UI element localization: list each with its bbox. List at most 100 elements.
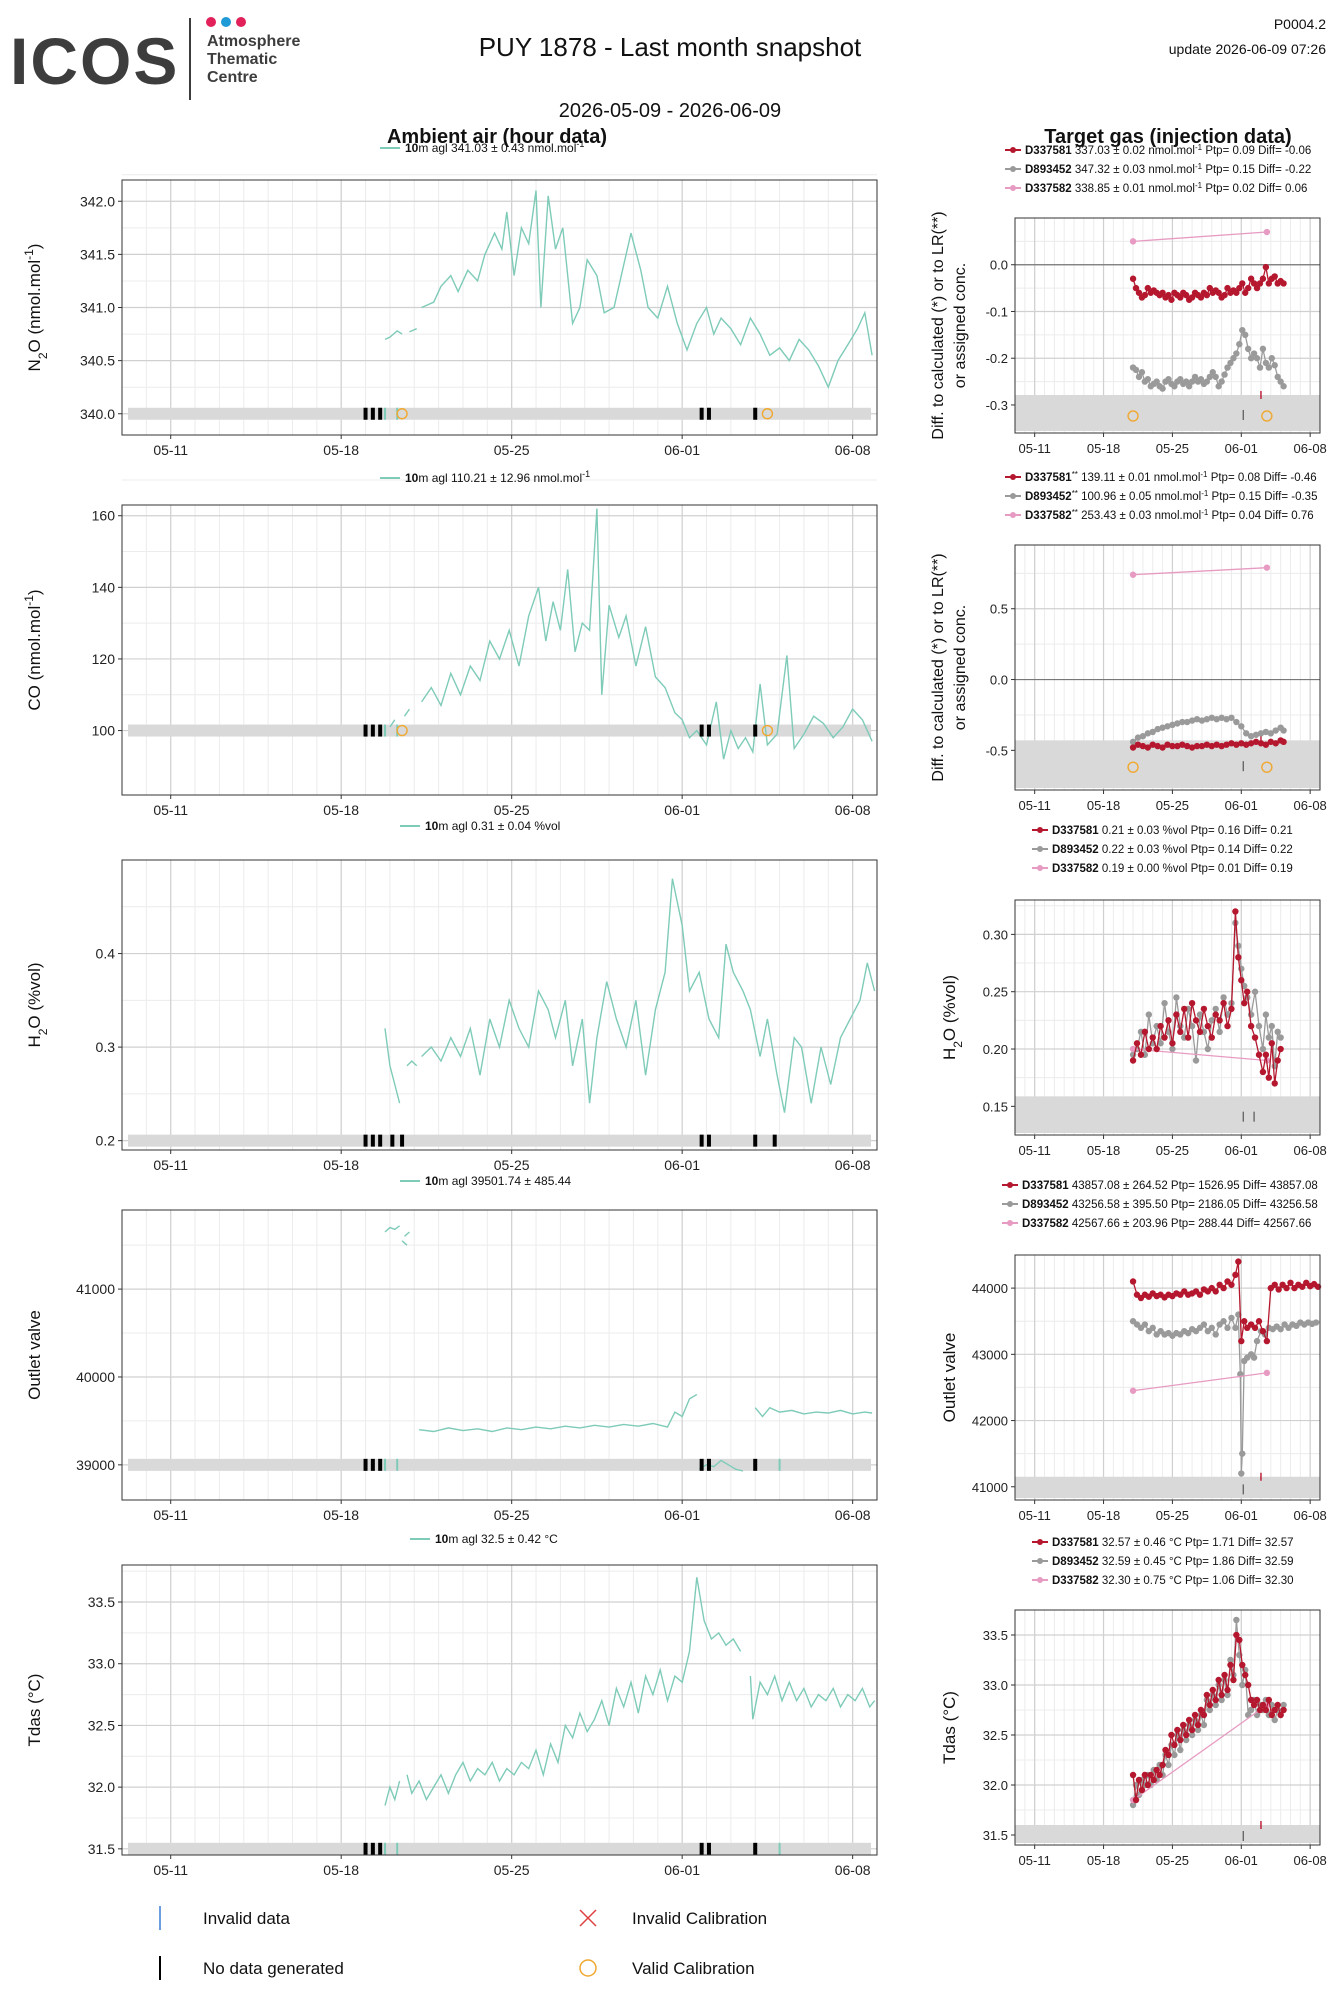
co-ambient-series-line — [421, 508, 873, 760]
tdas-target-series-1-point — [1138, 1786, 1146, 1794]
co-target-series-3-point — [1263, 564, 1271, 571]
h2o-target-series-1-point — [1204, 1022, 1212, 1030]
h2o-target-series-1-point — [1265, 1074, 1273, 1081]
tdas-target-chart: 05-11 05-18 05-25 06-01 06-08 31.5 32.0 32.5 33.… — [940, 1537, 1327, 1868]
h2o-target-series-1-point — [1212, 1011, 1219, 1018]
tdas-target-legend-dot — [1037, 1539, 1043, 1545]
target-stats: Ptp= 1.86 Diff= 32.59 — [1182, 1556, 1294, 1568]
h2o-ambient-xtick-label: 05-18 — [323, 1157, 359, 1173]
co-target-xtick-label: 05-18 — [1087, 798, 1120, 813]
h2o-target-xtick-label: 06-08 — [1294, 1143, 1327, 1158]
tdas-target-series-2-point — [1206, 1706, 1214, 1714]
tdas-target-series-1-point — [1144, 1781, 1152, 1789]
outlet-target-legend-text: D337582 42567.66 ± 203.96 Ptp= 288.44 Di… — [1022, 1218, 1311, 1230]
outlet-target-series-2-point — [1149, 1324, 1156, 1332]
outlet-ambient-xtick-label: 05-18 — [323, 1507, 359, 1523]
h2o-target-xtick-label: 05-25 — [1156, 1143, 1189, 1158]
n2o-target-series-1-point — [1253, 284, 1261, 292]
h2o-target-series-1-point — [1161, 1034, 1168, 1041]
tdas-target-ytick-label: 33.0 — [983, 1678, 1008, 1693]
co-ambient-ytick-label: 160 — [92, 508, 116, 524]
outlet-target-series-1-point — [1212, 1288, 1219, 1295]
n2o-ambient-xtick-label: 05-18 — [323, 442, 359, 458]
outlet-no-data-marker — [753, 1458, 758, 1471]
header: ICOS Atmosphere Thematic Centre PUY 1878… — [10, 16, 1326, 148]
co-target-xtick-label: 05-25 — [1156, 798, 1189, 813]
co-ambient-legend-text: 10m agl 110.21 ± 12.96 nmol.mol-1 — [405, 469, 590, 485]
tdas-target-ytick-label: 31.5 — [983, 1828, 1008, 1843]
h2o-target-legend-dot — [1037, 846, 1043, 852]
tdas-target-series-2-point — [1280, 1701, 1287, 1709]
outlet-target-series-2-point — [1141, 1321, 1149, 1328]
h2o-target-legend-dot — [1037, 865, 1043, 871]
co-target-xtick-label: 06-08 — [1294, 798, 1327, 813]
co-ambient-background — [122, 505, 877, 795]
h2o-target-series-1-point — [1200, 1005, 1208, 1013]
co-ambient-band — [128, 724, 871, 737]
h2o-target-series-2-point — [1192, 1057, 1200, 1064]
co-target-series-2-point — [1267, 730, 1275, 737]
co-target-series-3-point — [1129, 571, 1137, 578]
logo-sub-1: Atmosphere — [207, 33, 300, 50]
target-id: D337581 — [1052, 825, 1099, 837]
tdas-target-series-2-point — [1239, 1681, 1246, 1689]
tdas-target-series-1-point — [1165, 1751, 1172, 1759]
outlet-target-xtick-label: 05-18 — [1087, 1508, 1120, 1523]
h2o-target-series-2-point — [1212, 1005, 1219, 1013]
tdas-ambient-chart: 05-11 05-18 05-25 06-01 06-08 31.5 32.0 32.5 33.… — [25, 1532, 878, 1878]
h2o-no-data-marker — [370, 1134, 375, 1147]
co-ambient-ylabel: CO (nmol.mol-1) — [22, 589, 44, 710]
n2o-target-series-1-point — [1262, 263, 1270, 271]
n2o-target-series-1-point — [1233, 289, 1240, 296]
n2o-target-series-2-point — [1236, 340, 1243, 348]
target-heading: Target gas (injection data) — [1044, 126, 1291, 148]
h2o-target-series-1-point — [1145, 1045, 1153, 1053]
tdas-target-series-1-point — [1209, 1686, 1216, 1694]
h2o-target-ytick-label: 0.20 — [983, 1042, 1008, 1057]
h2o-target-series-2-point — [1216, 1028, 1223, 1036]
n2o-target-xtick-label: 05-11 — [1019, 441, 1051, 456]
h2o-target-ytick-label: 0.25 — [983, 985, 1008, 1000]
target-stats: Ptp= 0.15 Diff= -0.22 — [1202, 164, 1311, 176]
co-target-series-2-point — [1183, 718, 1191, 726]
h2o-no-data-marker — [378, 1134, 383, 1147]
outlet-target-series-1-point — [1255, 1318, 1263, 1325]
tdas-target-series-1-point — [1227, 1661, 1234, 1669]
n2o-target-series-2-point — [1203, 378, 1211, 385]
n2o-target-series-2-point — [1206, 373, 1214, 381]
outlet-target-series-1-point — [1220, 1284, 1227, 1292]
tdas-target-series-1-point — [1156, 1771, 1163, 1779]
tdas-target-series-2-point — [1247, 1706, 1255, 1714]
ambient-heading: Ambient air (hour data) — [387, 126, 607, 148]
tdas-target-series-1-point — [1253, 1696, 1261, 1704]
n2o-target-series-2-point — [1259, 345, 1267, 353]
n2o-target-legend-dot — [1010, 185, 1016, 191]
target-stats: Ptp= 1526.95 Diff= 43857.08 — [1168, 1180, 1318, 1192]
n2o-no-data-marker — [363, 407, 368, 420]
n2o-target-series-2-point — [1159, 385, 1166, 392]
co-target-band — [1015, 740, 1320, 788]
target-stats: Ptp= 0.02 Diff= 0.06 — [1202, 183, 1307, 195]
h2o-target-series-1-point — [1165, 1017, 1172, 1024]
n2o-ambient-ytick-label: 340.5 — [80, 353, 115, 369]
outlet-ambient-frame — [121, 1209, 878, 1501]
outlet-target-series-1-point — [1241, 1318, 1248, 1325]
h2o-target-series-2-point — [1251, 988, 1259, 995]
h2o-target-series-1-point — [1177, 1028, 1184, 1036]
n2o-target-series-1-point — [1141, 291, 1149, 299]
tdas-target-series-1-point — [1203, 1691, 1211, 1699]
page-title: PUY 1878 - Last month snapshot — [479, 32, 862, 62]
target-id: D893452 — [1025, 164, 1072, 176]
n2o-target-series-2-point — [1177, 376, 1184, 383]
h2o-no-data-marker — [753, 1134, 758, 1147]
target-value: 42567.66 ± 203.96 — [1069, 1218, 1168, 1230]
tdas-target-series-1-point — [1244, 1681, 1252, 1689]
outlet-target-series-2-point — [1200, 1321, 1208, 1328]
legend-value: m agl 110.21 ± 12.96 nmol.mol — [418, 471, 582, 485]
n2o-target-ylabel-2: or assigned conc. — [952, 263, 969, 388]
n2o-target-series-1-point — [1247, 275, 1255, 282]
h2o-target-series-1-point — [1255, 1051, 1263, 1058]
h2o-ambient-ylabel: H2O (%vol) — [25, 962, 50, 1047]
outlet-ambient-legend-text: 10m agl 39501.74 ± 485.44 — [425, 1174, 571, 1188]
target-id-sup: ** — [1072, 489, 1078, 498]
